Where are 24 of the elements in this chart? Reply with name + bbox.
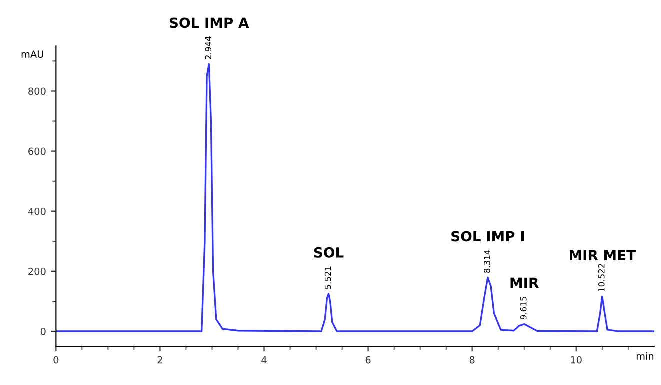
annotation: 8.314 xyxy=(484,250,490,273)
x-tick-label: 10 xyxy=(571,356,582,364)
annotation: 9.615 xyxy=(520,296,527,320)
x-tick-label: 8 xyxy=(470,356,475,364)
x-tick-label: 4 xyxy=(262,356,267,364)
y-tick-label: 200 xyxy=(28,268,46,276)
y-tick-label: 600 xyxy=(28,148,46,156)
annotation: SOL xyxy=(314,247,344,258)
y-tick-label: 0 xyxy=(40,328,46,336)
x-tick-label: 6 xyxy=(366,356,371,364)
annotation: MIR xyxy=(510,278,539,288)
x-tick-label: 2 xyxy=(158,356,162,364)
y-tick-label: 800 xyxy=(28,88,46,96)
annotation: 5.521 xyxy=(324,266,332,290)
y-axis-title: mAU xyxy=(22,50,44,58)
annotation: SOL IMP I xyxy=(452,231,524,242)
annotation: 2.944 xyxy=(205,36,212,60)
annotation: 10.522 xyxy=(598,264,605,292)
y-tick-label: 400 xyxy=(28,208,46,216)
x-tick-label: 0 xyxy=(54,356,59,364)
annotation: SOL IMP A xyxy=(170,18,250,28)
annotation: MIR MET xyxy=(570,250,636,260)
x-axis-title: min xyxy=(636,352,654,360)
line-series xyxy=(56,63,654,332)
